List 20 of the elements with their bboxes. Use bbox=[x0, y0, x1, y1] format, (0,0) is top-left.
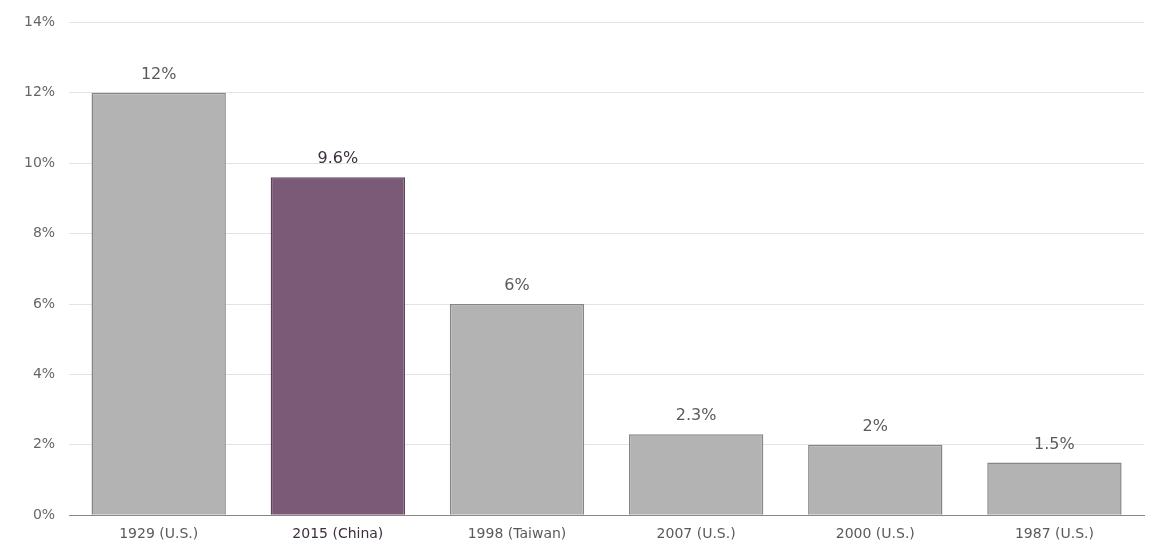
y-tick-label: 0% bbox=[32, 505, 56, 522]
x-tick-label: 2007 (U.S.) bbox=[656, 525, 736, 542]
data-label: 9.6% bbox=[317, 148, 359, 168]
x-tick-label: 1998 (Taiwan) bbox=[467, 525, 567, 542]
data-label: 2% bbox=[862, 415, 888, 435]
x-tick-label: 2000 (U.S.) bbox=[835, 525, 915, 542]
x-tick-label: 2015 (China) bbox=[292, 525, 384, 542]
y-tick-label: 12% bbox=[23, 83, 56, 100]
y-tick-label: 14% bbox=[23, 13, 56, 30]
x-tick-label: 1929 (U.S.) bbox=[119, 525, 199, 542]
data-label: 1.5% bbox=[1034, 433, 1075, 453]
data-label: 12% bbox=[140, 63, 177, 83]
data-label: 2.3% bbox=[675, 405, 717, 425]
y-tick-label: 2% bbox=[32, 435, 56, 452]
y-tick-label: 4% bbox=[32, 365, 56, 382]
x-tick-label: 1987 (U.S.) bbox=[1014, 525, 1094, 542]
y-tick-label: 6% bbox=[32, 294, 56, 311]
y-tick-label: 8% bbox=[32, 224, 56, 241]
data-label: 6% bbox=[504, 275, 530, 295]
y-tick-label: 10% bbox=[23, 153, 56, 170]
